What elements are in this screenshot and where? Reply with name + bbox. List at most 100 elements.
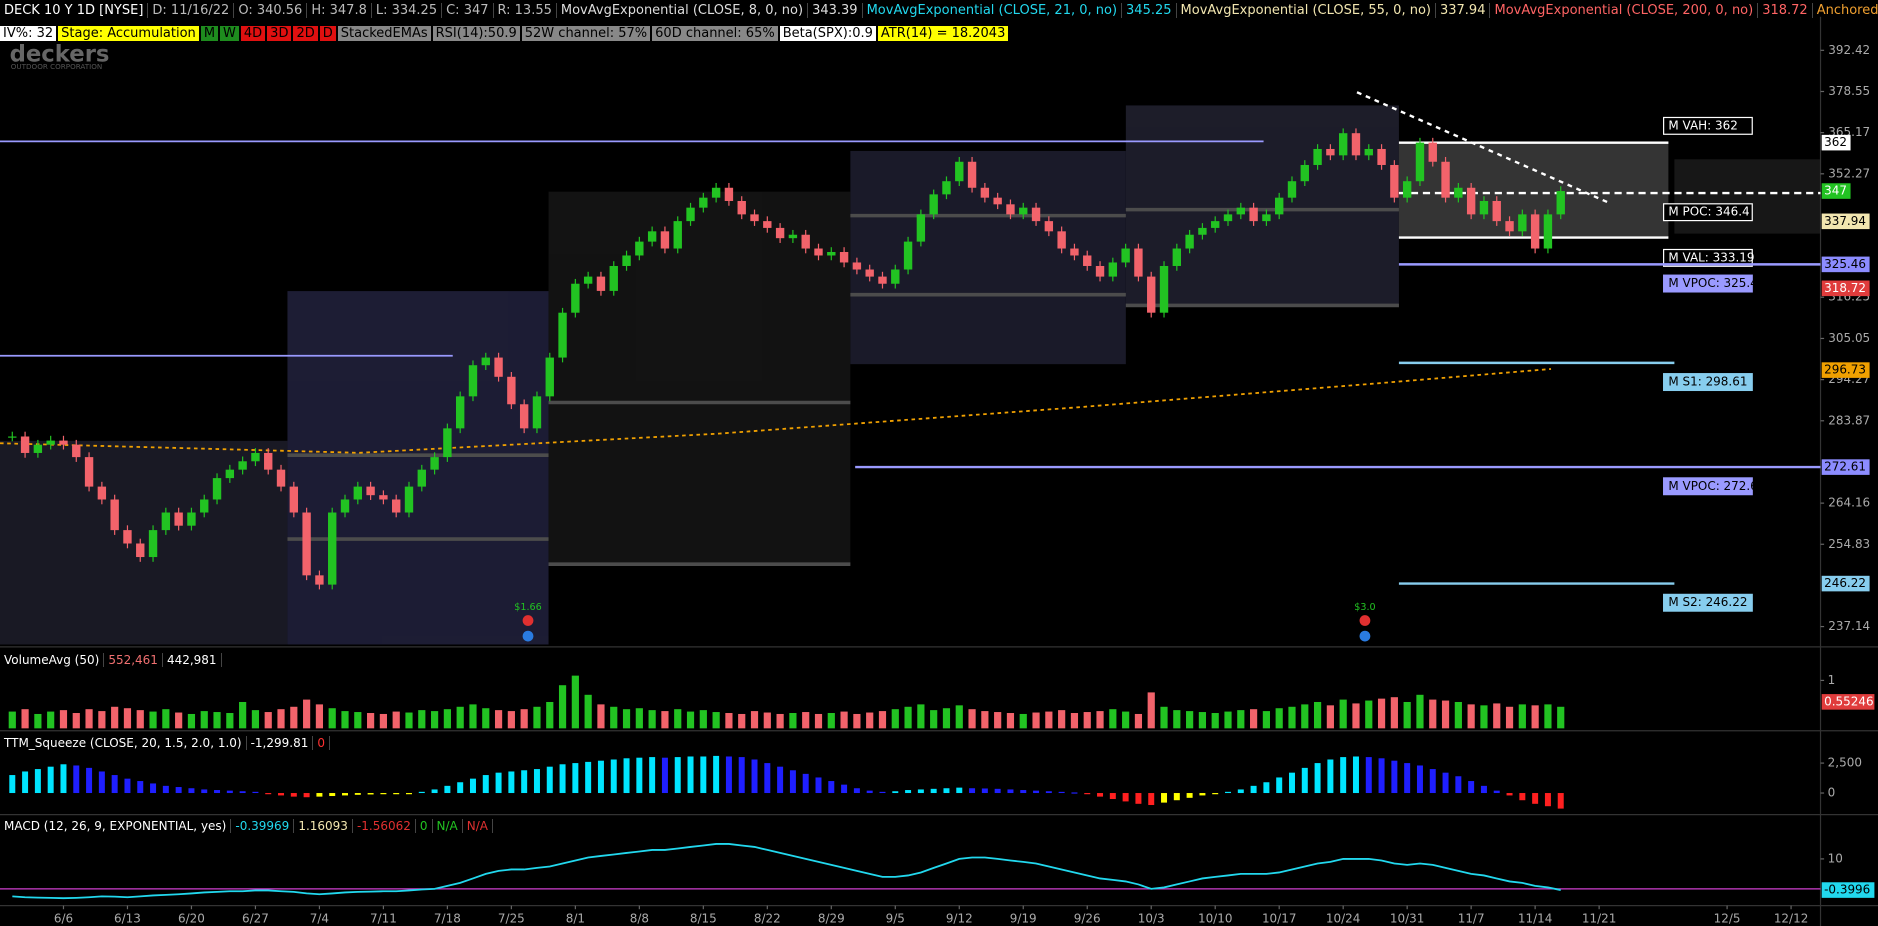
price-tag-label: 325.46: [1824, 257, 1866, 271]
squeeze-bar: [905, 790, 912, 794]
candle: [571, 283, 580, 313]
volume-header: VolumeAvg (50) 552,461 442,981: [0, 652, 222, 668]
volume-bar: [392, 711, 400, 729]
volume-bar: [34, 713, 42, 729]
volume-bar: [763, 712, 771, 729]
x-tick-label: 11/7: [1458, 911, 1485, 925]
squeeze-bar: [150, 783, 157, 794]
volume-bar: [456, 706, 464, 729]
candle: [148, 530, 158, 558]
y-tick-label: 283.87: [1828, 413, 1870, 427]
candle: [1044, 221, 1054, 232]
earnings-label: $1.66: [514, 602, 541, 613]
volume-bar: [1250, 709, 1258, 729]
squeeze-bar: [201, 789, 208, 794]
squeeze-bar: [1020, 790, 1027, 794]
y-tick-label: 2,500: [1828, 756, 1862, 770]
squeeze-bar: [1557, 793, 1564, 809]
profile-box: [0, 440, 288, 645]
candle: [1518, 214, 1527, 232]
volume-bar: [686, 711, 695, 729]
badge: StackedEMAs: [337, 25, 431, 41]
volume-bar: [930, 710, 938, 729]
candle: [1134, 248, 1143, 277]
candle: [942, 181, 951, 195]
candle: [724, 187, 734, 201]
panel-label: N/A: [433, 819, 463, 833]
volume-bar: [482, 708, 490, 729]
candle: [737, 200, 746, 215]
squeeze-bar: [1391, 760, 1398, 794]
x-tick-label: 8/1: [566, 911, 585, 925]
x-tick-label: 10/10: [1198, 911, 1232, 925]
squeeze-bar: [1148, 793, 1155, 806]
volume-bar: [1493, 703, 1501, 729]
squeeze-bar: [239, 791, 246, 794]
volume-bar: [162, 709, 170, 729]
level-label: M VAL: 333.19: [1668, 250, 1754, 264]
earnings-icon: [1359, 615, 1371, 626]
volume-bar: [546, 701, 554, 729]
squeeze-bar: [367, 793, 374, 795]
header-item: L: 334.25: [372, 2, 443, 18]
volume-bar: [1173, 710, 1181, 729]
header-item: 318.72: [1758, 2, 1813, 18]
squeeze-bar: [764, 763, 771, 794]
squeeze-bar: [1480, 785, 1487, 794]
candle: [392, 499, 401, 513]
volume-bar: [379, 713, 387, 729]
volume-bar: [1441, 700, 1450, 729]
volume-bar: [175, 712, 183, 729]
squeeze-bar: [469, 778, 476, 794]
squeeze-bar: [1071, 792, 1078, 794]
squeeze-bar: [188, 788, 195, 794]
candle: [1121, 248, 1130, 263]
squeeze-bar: [1442, 772, 1449, 794]
candle: [507, 376, 516, 405]
badge: 4D: [240, 25, 266, 41]
macd-tag: [1821, 882, 1875, 898]
candle: [212, 478, 222, 500]
panel-label: N/A: [463, 819, 493, 833]
level-label: M S1: 298.61: [1668, 375, 1747, 389]
panel-label: 0: [416, 819, 433, 833]
volume-bar: [738, 713, 746, 729]
candle: [315, 575, 324, 585]
trend-line: [1356, 91, 1612, 205]
candle: [59, 440, 68, 445]
candle: [775, 227, 785, 239]
volume-bar: [994, 712, 1002, 729]
candle: [1428, 142, 1437, 162]
profile-box: [1674, 159, 1821, 234]
dividend-icon: [522, 630, 534, 642]
candle: [891, 269, 900, 284]
squeeze-bar: [329, 793, 336, 797]
volume-bar: [1416, 694, 1424, 729]
candle: [72, 444, 81, 458]
volume-tag: [1821, 694, 1875, 710]
x-tick-label: 9/19: [1010, 911, 1037, 925]
squeeze-bar: [815, 777, 822, 794]
price-tag: [1821, 459, 1870, 475]
candle: [1454, 187, 1463, 198]
panel-label: 552,461: [104, 653, 163, 667]
squeeze-bar: [1058, 791, 1065, 794]
candle: [699, 197, 708, 208]
candle: [417, 469, 426, 487]
candle: [97, 486, 107, 500]
volume-bar: [1365, 700, 1373, 729]
candle: [46, 440, 55, 445]
squeeze-bar: [162, 785, 169, 794]
candle: [1006, 204, 1015, 215]
candle: [827, 251, 836, 256]
squeeze-bar: [508, 771, 515, 794]
volume-bar: [277, 709, 285, 729]
squeeze-bar: [751, 759, 758, 794]
price-tag: [1821, 134, 1851, 151]
candle: [545, 357, 554, 397]
squeeze-bar: [892, 791, 899, 794]
squeeze-bar: [981, 788, 988, 794]
volume-bar: [430, 711, 439, 729]
candle: [1479, 200, 1489, 215]
candle: [673, 221, 682, 249]
